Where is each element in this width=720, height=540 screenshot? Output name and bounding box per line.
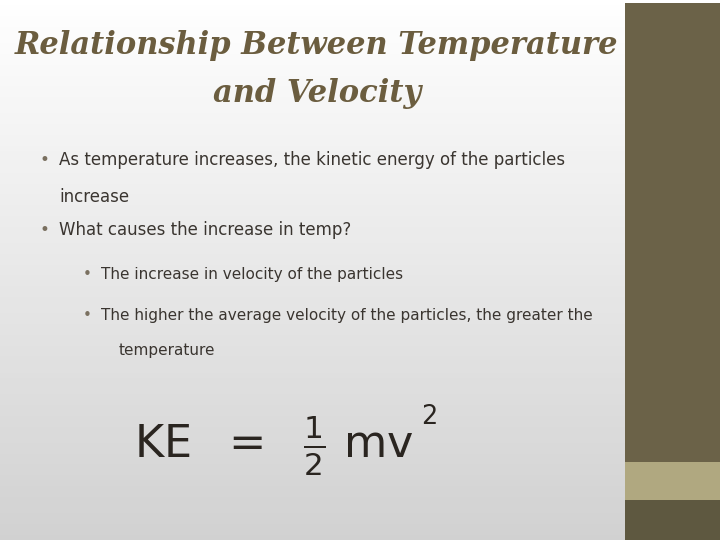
Text: Relationship Between Temperature: Relationship Between Temperature — [15, 30, 618, 60]
Text: •: • — [40, 221, 50, 239]
Text: temperature: temperature — [119, 343, 215, 358]
Text: •: • — [83, 308, 91, 323]
Text: The increase in velocity of the particles: The increase in velocity of the particle… — [101, 267, 403, 282]
Bar — [625, 3, 720, 462]
Bar — [625, 500, 720, 540]
Text: $\mathregular{KE\ \ =\ \ \frac{1}{2}\ mv}$: $\mathregular{KE\ \ =\ \ \frac{1}{2}\ mv… — [134, 413, 413, 478]
Text: As temperature increases, the kinetic energy of the particles: As temperature increases, the kinetic en… — [59, 151, 565, 169]
Text: •: • — [40, 151, 50, 169]
Text: and Velocity: and Velocity — [212, 78, 421, 109]
Text: increase: increase — [59, 188, 129, 206]
Text: What causes the increase in temp?: What causes the increase in temp? — [59, 221, 351, 239]
Bar — [625, 462, 720, 500]
Text: 2: 2 — [421, 404, 438, 430]
Text: •: • — [83, 267, 91, 282]
Text: The higher the average velocity of the particles, the greater the: The higher the average velocity of the p… — [101, 308, 593, 323]
